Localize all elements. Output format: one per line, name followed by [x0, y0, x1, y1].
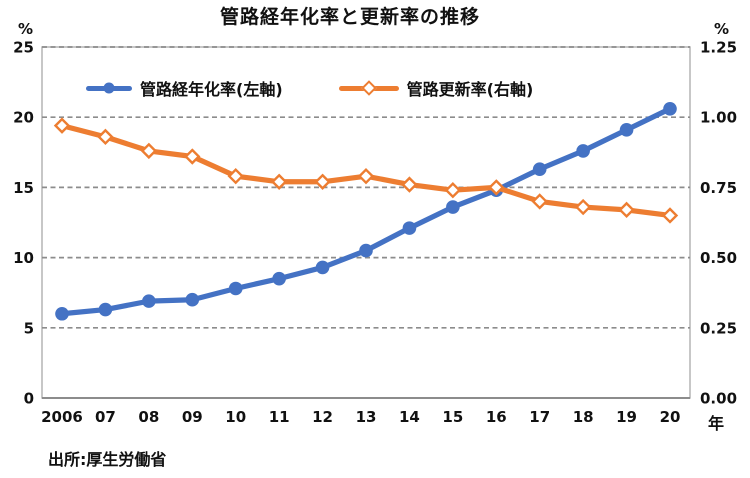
x-tick-label: 14: [399, 408, 420, 426]
x-tick-label: 20: [660, 408, 681, 426]
aging-rate-marker: [576, 144, 590, 158]
x-tick-label: 15: [442, 408, 463, 426]
legend-line-diamond-swatch-icon: [338, 80, 399, 96]
renewal-rate-marker: [618, 201, 635, 219]
aging-rate-marker: [532, 162, 547, 176]
left-axis-unit-label: %: [18, 20, 34, 38]
renewal-rate-marker: [184, 148, 201, 165]
aging-rate-marker: [228, 281, 243, 296]
renewal-rate-marker: [270, 173, 288, 190]
x-tick-label: 19: [616, 408, 637, 426]
renewal-rate-marker: [357, 167, 375, 185]
right-tick-label: 0.50: [700, 249, 737, 267]
source-note: 出所:厚生労働省: [48, 450, 167, 469]
aging-rate-marker: [55, 306, 69, 321]
renewal-rate-marker: [488, 179, 505, 196]
aging-rate-marker: [663, 101, 677, 116]
left-tick-label: 20: [13, 109, 34, 127]
left-tick-label: 10: [13, 249, 34, 267]
renewal-rate-marker: [661, 207, 679, 224]
renewal-rate-marker: [97, 128, 114, 146]
right-tick-label: 0.25: [700, 319, 737, 337]
right-axis-unit-label: %: [714, 20, 730, 38]
renewal-rate-marker: [444, 182, 462, 199]
legend: 管路経年化率(左軸) 管路更新率(右軸): [86, 76, 533, 100]
aging-rate-marker: [272, 271, 286, 286]
left-tick-label: 25: [13, 39, 34, 57]
legend-item-renewal-rate: 管路更新率(右軸): [338, 76, 534, 100]
x-tick-label: 11: [269, 408, 290, 426]
x-tick-label: 08: [138, 408, 159, 426]
legend-line-circle-swatch-icon: [86, 81, 132, 95]
right-tick-label: 0.00: [700, 390, 737, 408]
legend-item-aging-rate: 管路経年化率(左軸): [86, 76, 283, 100]
renewal-rate-marker: [401, 176, 418, 193]
renewal-rate-marker: [574, 198, 592, 216]
legend-label-aging-rate: 管路経年化率(左軸): [140, 80, 283, 99]
aging-rate-marker: [315, 260, 330, 275]
aging-rate-marker: [359, 243, 373, 258]
x-tick-label: 13: [356, 408, 377, 426]
aging-rate-marker: [142, 294, 156, 308]
x-tick-label: 07: [95, 408, 116, 426]
renewal-rate-marker: [531, 193, 548, 210]
renewal-rate-marker: [314, 173, 331, 190]
x-tick-label: 10: [225, 408, 246, 426]
renewal-rate-marker: [140, 142, 158, 160]
x-tick-label: 09: [182, 408, 203, 426]
aging-rate-marker: [619, 123, 634, 137]
right-tick-label: 1.25: [700, 39, 737, 57]
chart-title: 管路経年化率と更新率の推移: [219, 6, 480, 28]
x-tick-label: 12: [312, 408, 333, 426]
aging-rate-marker: [185, 292, 200, 307]
right-tick-label: 1.00: [700, 109, 737, 127]
x-tick-label: 16: [486, 408, 507, 426]
legend-label-renewal-rate: 管路更新率(右軸): [406, 80, 534, 99]
right-tick-label: 0.75: [700, 179, 737, 197]
x-tick-label: 17: [529, 408, 550, 426]
aging-rate-line: [59, 106, 673, 317]
left-tick-label: 5: [24, 319, 34, 337]
renewal-rate-marker: [53, 117, 71, 134]
left-tick-label: 0: [24, 390, 34, 408]
renewal-rate-marker: [227, 167, 244, 185]
left-tick-label: 15: [13, 179, 34, 197]
x-axis-unit-label: 年: [708, 414, 725, 433]
x-tick-label: 18: [573, 408, 594, 426]
aging-rate-marker: [402, 221, 417, 235]
x-tick-label: 2006: [41, 408, 83, 426]
aging-rate-marker: [446, 200, 460, 214]
aging-rate-marker: [98, 302, 113, 317]
